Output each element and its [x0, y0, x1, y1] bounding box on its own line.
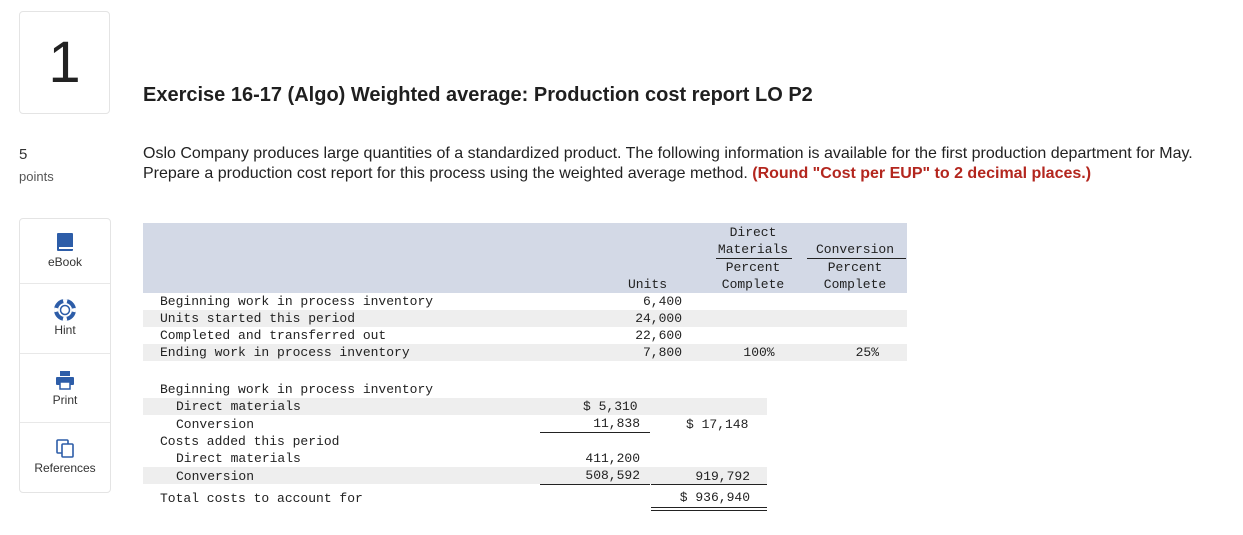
conv-header-line3: Complete: [823, 277, 887, 292]
cost-value: 11,838: [593, 416, 640, 431]
hint-button[interactable]: Hint: [20, 299, 110, 337]
row-dm-percent: 100%: [743, 345, 775, 360]
conv-header-line1: Conversion: [815, 242, 894, 257]
points-label: points: [19, 169, 54, 184]
double-rule: [651, 507, 767, 508]
cost-row-label: Direct materials: [176, 399, 301, 414]
row-units: 24,000: [635, 311, 682, 326]
conv-header-line2: Percent: [827, 260, 883, 275]
copy-icon: [56, 439, 74, 458]
cost-total: 919,792: [695, 469, 750, 484]
cost-value: $ 5,310: [583, 399, 638, 414]
question-number: 1: [48, 29, 81, 95]
header-underline: [716, 258, 792, 259]
cost-row-label: Conversion: [176, 469, 255, 484]
total-label: Total costs to account for: [160, 491, 363, 506]
printer-icon: [56, 371, 74, 390]
subtotal-rule: [540, 484, 650, 485]
references-label: References: [34, 461, 96, 475]
tools-panel: eBook Hint Print References: [19, 218, 111, 493]
dm-header-line4: Complete: [721, 277, 785, 292]
cost-row-label: Conversion: [176, 417, 255, 432]
ebook-label: eBook: [47, 255, 83, 269]
row-label: Completed and transferred out: [160, 328, 387, 343]
lifebuoy-icon: [54, 299, 76, 321]
row-stripe: [143, 310, 907, 327]
row-conv-percent: 25%: [855, 345, 879, 360]
subtotal-rule: [651, 484, 767, 485]
row-units: 22,600: [635, 328, 682, 343]
row-label: Ending work in process inventory: [160, 345, 410, 360]
subtotal-rule: [540, 432, 650, 433]
units-header: Units: [627, 277, 667, 292]
prompt-text: Oslo Company produces large quantities o…: [143, 145, 1193, 182]
tool-divider: [20, 353, 110, 354]
row-stripe: [143, 398, 767, 415]
tool-divider: [20, 283, 110, 284]
cost-value: 508,592: [585, 468, 640, 483]
hint-label: Hint: [54, 323, 76, 337]
print-label: Print: [52, 393, 78, 407]
header-underline: [807, 258, 906, 259]
row-stripe: [143, 467, 767, 484]
cost-value: 411,200: [585, 451, 640, 466]
ebook-button[interactable]: eBook: [20, 231, 110, 269]
question-number-box: 1: [19, 11, 110, 114]
row-units: 7,800: [642, 345, 682, 360]
row-label: Units started this period: [160, 311, 356, 326]
grand-total: $ 936,940: [679, 490, 750, 505]
row-label: Beginning work in process inventory: [160, 294, 434, 309]
rounding-instruction: (Round "Cost per EUP" to 2 decimal place…: [752, 165, 1092, 182]
exercise-prompt: Oslo Company produces large quantities o…: [143, 144, 1203, 184]
references-button[interactable]: References: [20, 437, 110, 475]
cost-total: $ 17,148: [686, 417, 749, 432]
exercise-title: Exercise 16-17 (Algo) Weighted average: …: [143, 84, 813, 106]
dm-header-line3: Percent: [725, 260, 781, 275]
cost-row-label: Direct materials: [176, 451, 301, 466]
dm-header-line2: Materials: [717, 242, 789, 257]
row-units: 6,400: [642, 294, 682, 309]
cost-section-label: Beginning work in process inventory: [160, 382, 434, 397]
row-stripe: [143, 344, 907, 361]
tool-divider: [20, 422, 110, 423]
print-button[interactable]: Print: [20, 369, 110, 407]
double-rule: [651, 510, 767, 511]
book-icon: [57, 233, 73, 251]
points-value: 5: [19, 146, 28, 163]
cost-section-label: Costs added this period: [160, 434, 340, 449]
dm-header-line1: Direct: [729, 225, 777, 240]
